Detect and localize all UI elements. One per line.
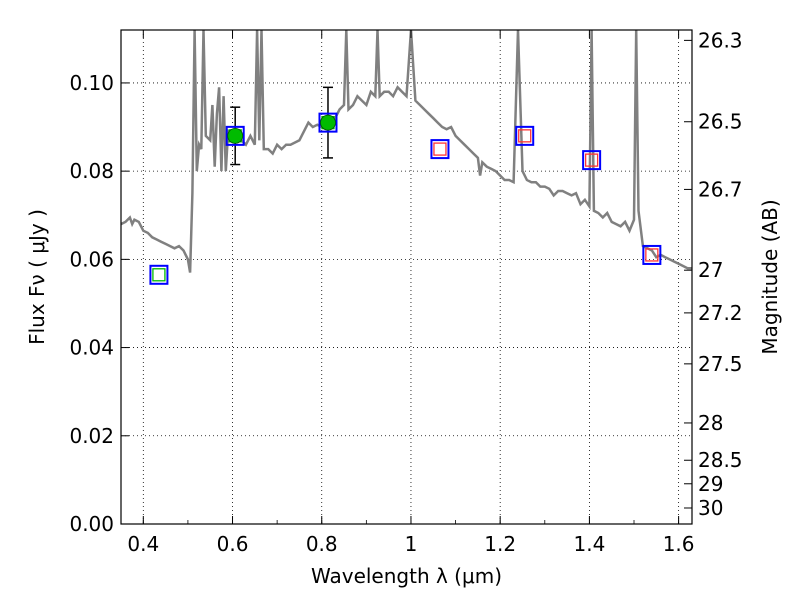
model-photometry-inner-square	[584, 153, 599, 167]
observed-photometry-point	[320, 114, 336, 131]
x-axis-ticks: 0.4 0.6 0.8 1 1.2 1.4 1.6	[127, 30, 695, 556]
y-tick-label: 0.02	[69, 424, 114, 448]
model-photometry-inner-square	[152, 268, 166, 282]
y-tick-label: 0.08	[69, 159, 114, 183]
plot-frame	[120, 29, 693, 525]
model-photometry-square	[430, 139, 450, 160]
x-axis-title: Wavelength λ (μm)	[311, 564, 502, 588]
model-photometry-square	[318, 112, 338, 133]
right-tick-label: 28	[698, 411, 723, 435]
x-tick-label: 0.6	[217, 532, 249, 556]
model-photometry-square	[225, 125, 245, 146]
right-axis-title: Magnitude (AB)	[758, 199, 782, 354]
x-tick-label: 1	[405, 532, 418, 556]
model-photometry-square	[515, 125, 535, 146]
x-tick-label: 1.4	[573, 532, 605, 556]
model-spectrum-line	[120, 29, 692, 273]
y-tick-label: 0.04	[69, 336, 114, 360]
y-axis-ticks: 0.00 0.02 0.04 0.06 0.08 0.10	[69, 71, 129, 536]
right-tick-label: 26.5	[698, 110, 743, 134]
y-tick-label: 0.06	[69, 247, 114, 271]
grid	[121, 30, 692, 525]
right-tick-label: 29	[698, 472, 723, 496]
model-photometry-square	[582, 150, 602, 171]
model-photometry-inner-square	[518, 129, 532, 143]
photometry-points	[149, 86, 662, 285]
right-tick-label: 26.7	[698, 177, 743, 201]
x-tick-label: 1.6	[663, 532, 695, 556]
plot-area	[120, 29, 692, 273]
right-tick-label: 30	[698, 496, 723, 520]
y-axis-title: Flux Fν ( μJy )	[25, 209, 49, 345]
right-tick-label: 27.2	[698, 301, 743, 325]
x-tick-label: 0.8	[306, 532, 338, 556]
x-tick-label: 0.4	[127, 532, 159, 556]
model-photometry-square	[642, 244, 662, 265]
model-photometry-square	[149, 264, 169, 285]
model-photometry-inner-square	[645, 248, 659, 262]
observed-photometry-point	[227, 127, 244, 144]
right-tick-label: 26.3	[698, 28, 743, 52]
x-tick-label: 1.2	[484, 532, 516, 556]
right-tick-label: 27	[698, 258, 723, 282]
right-tick-label: 27.5	[698, 352, 743, 376]
model-photometry-inner-square	[433, 142, 447, 156]
y-tick-label: 0.10	[69, 71, 114, 95]
right-tick-label: 28.5	[698, 448, 743, 472]
y-tick-label: 0.00	[69, 512, 114, 536]
